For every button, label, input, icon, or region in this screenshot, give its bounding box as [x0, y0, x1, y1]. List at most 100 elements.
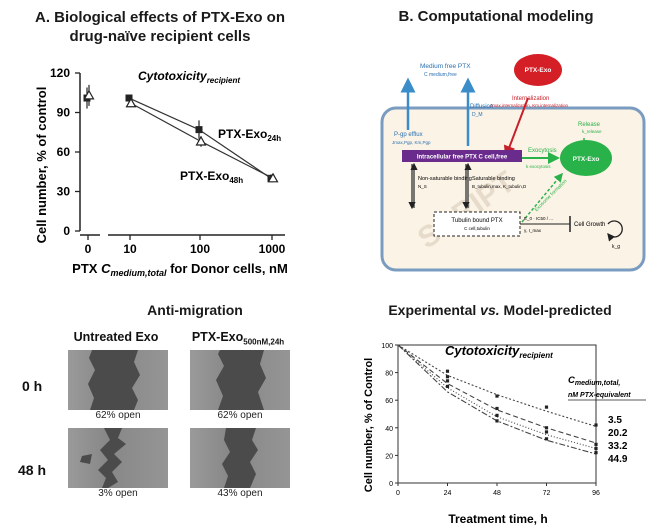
pgp-efflux-label: P-gp efflux	[394, 132, 423, 138]
y-tick-label: 60	[385, 398, 393, 405]
xlabel-prefix: PTX	[72, 261, 101, 276]
nonsat-sub: N_S	[418, 184, 427, 189]
legend-title: Cmedium,total,	[568, 375, 620, 387]
medium-free-ptx-label: Medium free PTX	[420, 63, 471, 70]
data-point-24h	[195, 126, 203, 134]
panel-d-title-pre: Experimental	[388, 302, 481, 318]
series-label-48h-sub: 48h	[229, 176, 243, 185]
wound-img-ptx-48h	[190, 428, 290, 488]
release-label: Release	[578, 122, 601, 128]
panel-a-chart-title-main: Cytotoxicity	[138, 69, 208, 83]
col-label-untreated: Untreated Exo	[73, 330, 159, 344]
y-tick-label: 40	[385, 426, 393, 433]
panel-a-chart-title: Cytotoxicityrecipient	[138, 69, 240, 85]
growth-formula2: γ, I_max	[524, 228, 542, 233]
experimental-point	[544, 437, 549, 441]
experimental-point	[495, 419, 499, 423]
panel-c-title: Anti-migration	[147, 302, 243, 318]
series-label-48h: PTX-Exo48h	[180, 169, 243, 185]
series-label-24h-sub: 24h	[267, 134, 281, 143]
ptx-exo-cell	[560, 140, 612, 176]
legend-entry-44.9: 44.9	[608, 454, 628, 465]
cap-untreated-0h: 62% open	[95, 410, 141, 421]
panel-d-xlabel: Treatment time, h	[448, 512, 547, 526]
y-tick-label: 0	[63, 224, 70, 238]
ptx-exo-top-label: PTX-Exo	[525, 67, 552, 74]
y-tick-label: 0	[389, 481, 393, 488]
sat-sub: B_tubulin,max, K_tubulin,D	[472, 184, 527, 189]
y-tick-label: 90	[57, 106, 71, 120]
x-tick-label: 96	[592, 490, 600, 497]
panel-a-ylabel: Cell number, % of control	[34, 87, 49, 244]
legend-entry-3.5: 3.5	[608, 415, 622, 426]
diffusion-label: Diffusion	[470, 104, 493, 110]
diffusion-sub: D_M	[472, 112, 483, 118]
experimental-point	[594, 442, 598, 446]
x-tick-label: 100	[190, 242, 210, 256]
panel-d-chart-title-main: Cytotoxicity	[445, 343, 520, 358]
y-tick-label: 20	[385, 453, 393, 460]
cell-growth-label: Cell Growth	[574, 222, 605, 228]
experimental-point	[544, 405, 549, 409]
medium-free-ptx-sub: C medium,free	[424, 72, 457, 78]
panel-a-xlabel: PTX Cmedium,total for Donor cells, nM	[72, 261, 288, 278]
model-curve-3.5	[397, 344, 597, 427]
intracellular-free-box	[402, 150, 522, 162]
x-tick-label: 10	[123, 242, 137, 256]
y-tick-label: 30	[57, 185, 71, 199]
sat-label: Saturable binding	[472, 176, 515, 182]
legend-title-main: C	[568, 375, 575, 386]
wound-img-ptx-0h	[190, 350, 290, 410]
arrow-exosome-formation	[521, 172, 563, 223]
series-label-24h-main: PTX-Exo	[218, 127, 267, 141]
release-sub: k_release	[582, 129, 602, 134]
series-label-24h: PTX-Exo24h	[218, 127, 281, 143]
panel-a-title: A. Biological effects of PTX-Exo on drug…	[0, 8, 320, 46]
x-tick-label: 72	[543, 490, 551, 497]
experimental-point	[495, 406, 499, 411]
legend-entry-33.2: 33.2	[608, 441, 628, 452]
experimental-point	[445, 369, 450, 373]
x-tick-label: 0	[396, 490, 400, 497]
arrow-internalization	[503, 97, 529, 158]
data-point-48h	[195, 135, 207, 146]
panel-d-axes: 0 20 40 60 80 100 0 24 48 72 96	[381, 343, 600, 497]
internalization-sub: Jmax,internalization, Km,internalization	[490, 103, 569, 108]
data-point-48h	[125, 97, 137, 108]
panel-a-axes: 0 30 60 90 120 0 10 100 1000	[50, 66, 286, 256]
xlabel-suffix: for Donor cells, nM	[166, 261, 287, 276]
xlabel-var: C	[101, 261, 111, 276]
experimental-point	[594, 451, 598, 455]
panel-d-title-post: Model-predicted	[499, 302, 612, 318]
panel-d-chart-title-sub: recipient	[519, 351, 553, 360]
panel-d-title-vs: vs.	[480, 302, 500, 318]
x-tick-label: 1000	[259, 242, 286, 256]
tubulin-bound-box	[433, 211, 521, 237]
experimental-point	[594, 446, 598, 451]
cap-ptx-48h: 43% open	[217, 488, 263, 499]
data-point-48h	[83, 89, 95, 100]
panel-b-diagram: SCRIPT Medium free PTX C medium,free Dif…	[380, 54, 646, 272]
legend-title-sub: medium,total,	[575, 380, 621, 387]
experimental-point	[594, 423, 598, 427]
model-curve-33.2	[397, 344, 597, 450]
y-tick-label: 80	[385, 371, 393, 378]
model-curve-20.2	[397, 344, 597, 444]
panel-a-title-line2: drug-naïve recipient cells	[69, 28, 251, 45]
panel-d-chart-title: Cytotoxicityrecipient	[445, 343, 553, 360]
kg-label: k_g	[612, 244, 620, 250]
data-point-48h	[267, 172, 279, 183]
row-label-0h: 0 h	[22, 378, 43, 394]
experimental-point	[495, 394, 499, 398]
wound-img-untreated-0h	[68, 350, 168, 410]
x-tick-label: 24	[444, 490, 452, 497]
col-label-ptx-exo: PTX-Exo500nM,24h	[178, 330, 298, 347]
panel-d-title: Experimental vs. Model-predicted	[350, 302, 650, 318]
ptx-exo-top	[514, 54, 562, 86]
panel-d-marks: 3.5 20.2 33.2 44.9	[397, 344, 628, 465]
cap-ptx-0h: 62% open	[217, 410, 263, 421]
growth-formula: E_0 · IC50 / ...	[524, 216, 553, 221]
panel-b-title: B. Computational modeling	[398, 8, 594, 25]
xlabel-sub: medium,total	[110, 268, 167, 278]
ptx-exo-cell-label: PTX-Exo	[573, 156, 600, 163]
